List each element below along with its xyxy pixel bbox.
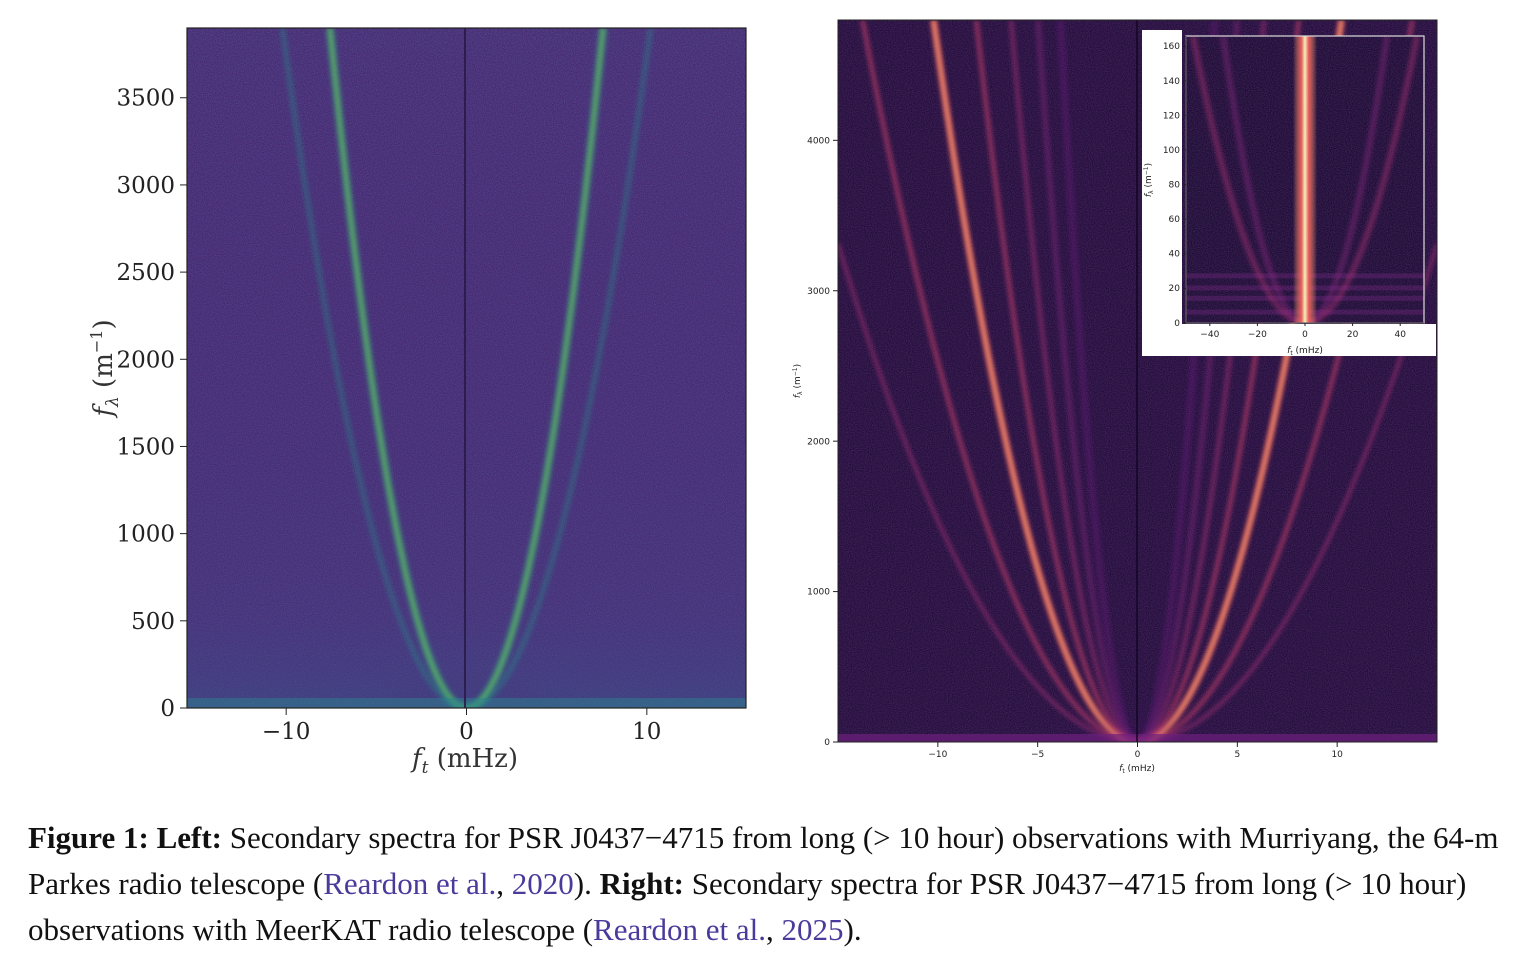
right-y-tick-label: 2000 — [807, 437, 830, 447]
right-arc — [932, 20, 1343, 742]
right-arc — [1035, 20, 1240, 742]
left-arc — [279, 28, 654, 708]
inset-arc — [1220, 36, 1390, 323]
inset-x-tick-label: 20 — [1347, 330, 1359, 340]
inset-y-tick-label: 40 — [1169, 250, 1181, 260]
right-scintillation-arcs — [838, 20, 1437, 742]
right-y-tick-label: 4000 — [807, 136, 830, 146]
right-x-ticks: −10 −5 0 5 10 — [928, 742, 1343, 760]
left-x-ticks: −10 0 10 — [262, 708, 661, 745]
inset-y-tick-label: 160 — [1163, 42, 1180, 52]
right-x-tick-label: 10 — [1331, 750, 1343, 760]
left-baseline-strip — [187, 698, 746, 708]
left-y-tick-label: 3500 — [116, 86, 175, 112]
citation-link-year-1[interactable]: 2020 — [511, 866, 574, 901]
right-x-tick-label: −10 — [928, 750, 947, 760]
left-y-axis-label: fλ (m−1) — [87, 319, 123, 418]
inset-y-tick-label: 80 — [1169, 180, 1181, 190]
caption-sep-1: , — [496, 866, 512, 901]
inset-y-tick-label: 0 — [1174, 319, 1180, 329]
left-y-tick-label: 1500 — [116, 434, 175, 460]
citation-link-authors-2[interactable]: Reardon et al. — [593, 912, 767, 947]
right-arc — [1008, 20, 1267, 742]
left-y-tick-label: 3000 — [116, 173, 175, 199]
caption-figure-label: Figure 1: — [28, 820, 149, 855]
left-y-tick-label: 500 — [131, 609, 175, 635]
inset-y-tick-label: 100 — [1163, 146, 1180, 156]
right-arc — [838, 243, 1437, 742]
caption-left-label: Left: — [156, 820, 222, 855]
left-y-ticks: 0 500 1000 1500 2000 2500 3000 3500 — [116, 86, 187, 722]
right-y-tick-label: 1000 — [807, 588, 830, 598]
inset-x-ticks: −40 −20 0 20 40 — [1200, 323, 1406, 340]
left-x-tick-label: −10 — [262, 719, 311, 745]
left-y-tick-label: 2500 — [116, 260, 175, 286]
right-y-tick-label: 3000 — [807, 287, 830, 297]
caption-text-part2: Secondary spectra for PSR J0437−4715 fro… — [28, 866, 1467, 947]
left-x-axis-label: ft (mHz) — [410, 744, 518, 778]
caption-right-label: Right: — [599, 866, 684, 901]
inset-y-tick-label: 140 — [1163, 77, 1180, 87]
inset-y-tick-label: 120 — [1163, 111, 1180, 121]
right-arc — [860, 20, 1415, 742]
inset-x-tick-label: −20 — [1248, 330, 1267, 340]
figure-caption: Figure 1: Left: Secondary spectra for PS… — [28, 815, 1504, 953]
inset-y-axis-label: fλ (m−1) — [1143, 163, 1155, 197]
inset-x-tick-label: 0 — [1302, 330, 1308, 340]
inset-y-tick-label: 20 — [1169, 284, 1181, 294]
right-x-tick-label: 0 — [1135, 750, 1141, 760]
inset-x-tick-label: −40 — [1200, 330, 1219, 340]
right-y-axis-label: fλ (m−1) — [792, 364, 804, 398]
left-x-tick-label: 0 — [459, 719, 474, 745]
caption-sep-2: , — [766, 912, 782, 947]
inset-axes-background — [1142, 30, 1182, 330]
caption-close-1: ). — [573, 866, 600, 901]
right-y-tick-label: 0 — [824, 738, 830, 748]
inset-x-axis-label: ft (mHz) — [1287, 346, 1323, 357]
right-x-axis-label: ft (mHz) — [1119, 764, 1155, 775]
left-scintillation-arcs — [279, 28, 654, 708]
right-arc — [1056, 20, 1219, 742]
left-y-tick-label: 1000 — [116, 522, 175, 548]
left-arc — [328, 28, 605, 708]
right-x-tick-label: 5 — [1234, 750, 1240, 760]
left-spectrum-panel: −10 0 10 0 500 1000 1500 2000 2500 3000 3500 ft (… — [87, 27, 747, 778]
inset-arcs — [1190, 36, 1420, 323]
inset-y-tick-label: 60 — [1169, 215, 1181, 225]
caption-close-2: ). — [843, 912, 862, 947]
inset-x-tick-label: 40 — [1394, 330, 1406, 340]
right-x-tick-label: −5 — [1031, 750, 1044, 760]
inset-central-column — [1293, 36, 1317, 323]
left-x-tick-label: 10 — [632, 719, 661, 745]
right-arc — [973, 20, 1302, 742]
left-y-tick-label: 2000 — [116, 347, 175, 373]
citation-link-year-2[interactable]: 2025 — [781, 912, 844, 947]
left-y-tick-label: 0 — [160, 696, 175, 722]
citation-link-authors-1[interactable]: Reardon et al. — [323, 866, 497, 901]
caption-text-part1: Secondary spectra for PSR J0437−4715 fro… — [28, 820, 1499, 901]
right-y-ticks: 0 1000 2000 3000 4000 — [807, 136, 838, 748]
inset-panel: −40 −20 0 20 40 0 20 40 60 80 100 120 140 160 ft (mH… — [1142, 30, 1436, 357]
inset-xaxis-background — [1142, 324, 1436, 356]
inset-arc — [1190, 36, 1420, 323]
inset-y-ticks: 0 20 40 60 80 100 120 140 160 — [1163, 42, 1186, 329]
